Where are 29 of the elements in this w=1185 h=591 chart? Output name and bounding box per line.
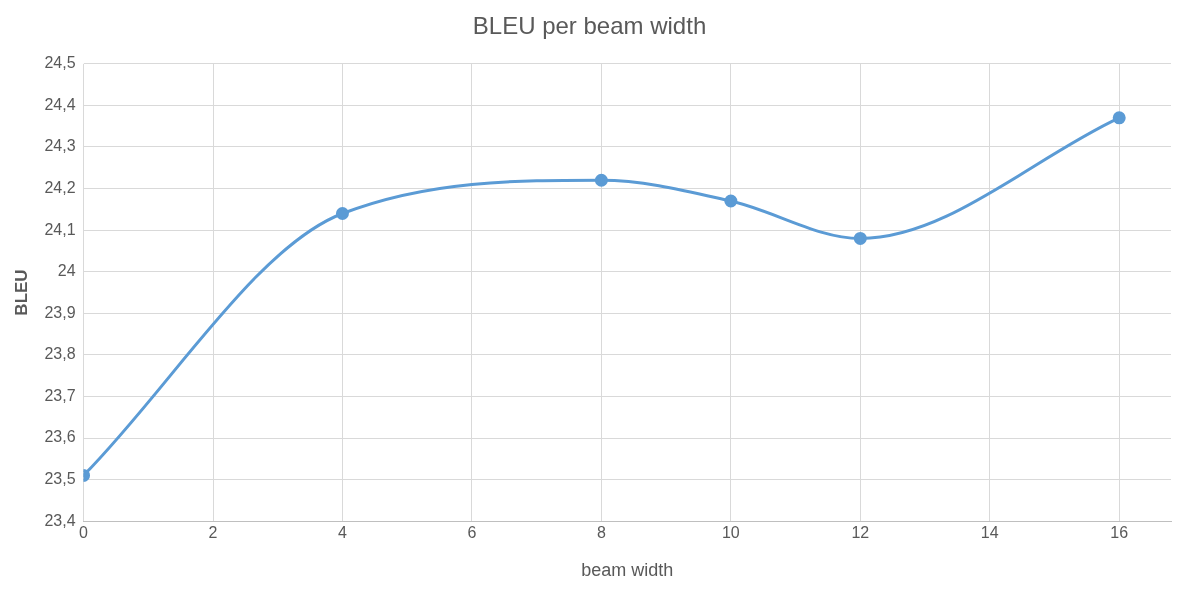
x-tick-label: 6 [467,524,477,542]
y-tick-label: 24,5 [44,54,76,72]
chart-title: BLEU per beam width [472,12,707,40]
y-tick-label: 23,5 [44,470,76,488]
point [853,231,867,245]
x-tick-label: 14 [980,524,999,542]
y-tick-label: 23,7 [44,386,76,404]
x-tick-label: 12 [851,524,870,542]
y-tick-label: 23,9 [44,303,76,321]
y-tick-label: 23,6 [44,428,76,446]
x-tick-label: 16 [1110,524,1129,542]
x-tick-label: 0 [79,524,89,542]
y-tick-label: 24,2 [44,178,76,196]
point [1112,111,1126,125]
y-tick-label: 24,1 [44,220,76,238]
x-tick-label: 8 [596,524,606,542]
y-axis-title: BLEU [11,269,31,316]
x-tick-label: 2 [208,524,218,542]
y-tick-label: 23,4 [44,511,76,529]
y-tick-label: 24 [57,262,76,280]
point [335,207,349,220]
y-tick-label: 24,3 [44,137,76,155]
x-tick-label: 4 [338,524,348,542]
x-axis-title: beam width [581,560,674,581]
point [594,173,608,187]
y-tick-label: 24,4 [44,95,76,113]
x-tick-label: 10 [721,524,740,542]
point [724,194,738,208]
y-tick-label: 23,8 [44,345,76,363]
